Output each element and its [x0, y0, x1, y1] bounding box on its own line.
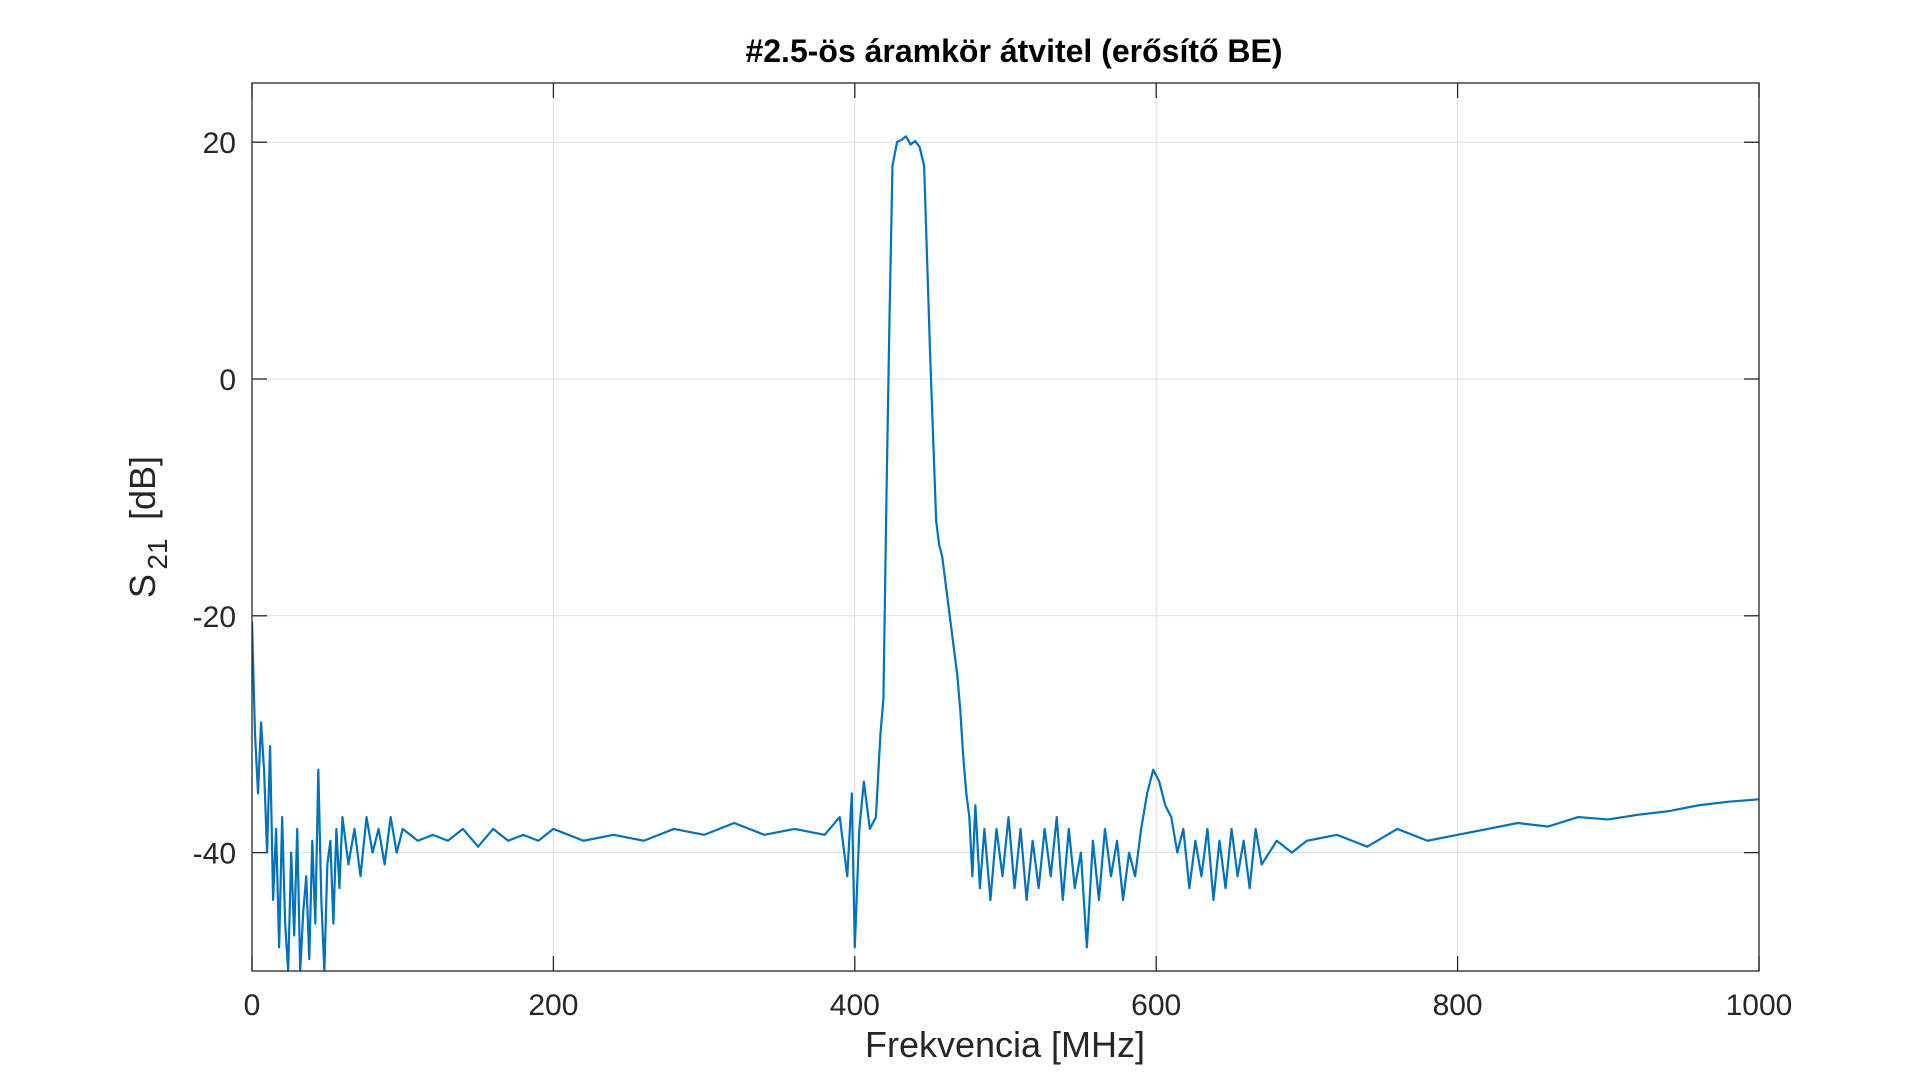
y-axis-label-subscript: 21 [142, 538, 173, 569]
x-tick-label: 200 [528, 989, 578, 1022]
x-tick-label: 400 [830, 989, 880, 1022]
y-axis-label-unit: [dB] [122, 456, 163, 520]
y-tick-label: -40 [193, 838, 236, 871]
y-tick-label: -20 [193, 601, 236, 634]
plot-area [252, 83, 1759, 971]
x-axis-ticks: 0 200 400 600 800 1000 [244, 83, 1793, 1022]
s21-series-line [252, 135, 1759, 971]
y-axis-label: S 21 [dB] [122, 456, 173, 598]
x-tick-label: 0 [244, 989, 261, 1022]
chart-title: #2.5-ös áramkör átvitel (erősítő BE) [745, 33, 1282, 69]
x-tick-label: 800 [1433, 989, 1483, 1022]
x-tick-label: 600 [1131, 989, 1181, 1022]
y-tick-label: 20 [203, 127, 236, 160]
x-tick-label: 1000 [1726, 989, 1793, 1022]
y-axis-label-main: S [122, 574, 163, 598]
plot-frame [251, 82, 1760, 972]
x-axis-label: Frekvencia [MHz] [865, 1024, 1145, 1065]
y-tick-label: 0 [219, 364, 236, 397]
y-axis-ticks: -40 -20 0 20 [193, 127, 1759, 871]
